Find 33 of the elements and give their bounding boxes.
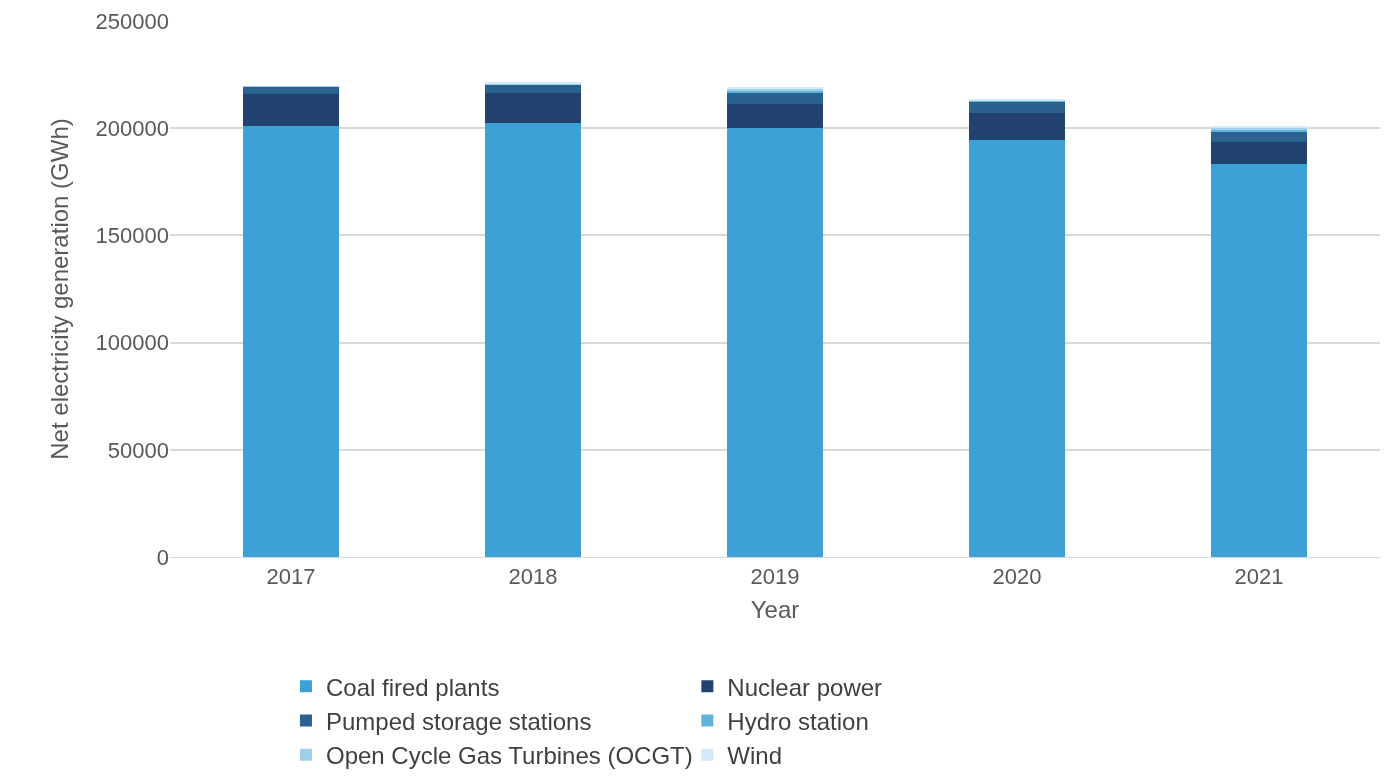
bar — [968, 112, 1066, 141]
y-tick-label: 150000 — [95, 223, 169, 249]
x-tick-label: 2021 — [1234, 564, 1284, 590]
bar — [726, 93, 824, 104]
bar — [968, 140, 1066, 557]
legend-label: Pumped storage stations — [325, 707, 592, 735]
legend-label: Wind — [727, 742, 783, 770]
legend-label: Open Cycle Gas Turbines (OCGT) — [325, 742, 693, 770]
legend-label: Hydro station — [727, 707, 869, 735]
x-tick-label: 2020 — [992, 564, 1042, 590]
y-tick-label: 0 — [156, 544, 169, 570]
bar — [484, 123, 582, 557]
bar — [484, 93, 582, 124]
x-axis-title: Year — [750, 595, 800, 623]
bar — [1210, 131, 1308, 142]
bar — [968, 101, 1066, 113]
y-axis-title: Net electricity generation (GWh) — [45, 118, 73, 460]
y-tick-label: 100000 — [95, 330, 169, 356]
bar — [242, 86, 340, 95]
x-tick-label: 2018 — [508, 564, 558, 590]
bar — [242, 94, 340, 127]
y-tick-label: 50000 — [107, 437, 169, 463]
y-tick-label: 250000 — [95, 8, 169, 34]
bar — [726, 103, 824, 128]
legend-label: Coal fired plants — [325, 673, 500, 701]
x-tick-label: 2017 — [266, 564, 316, 590]
bar — [1210, 163, 1308, 557]
bar — [726, 127, 824, 557]
bar — [242, 126, 340, 557]
legend-label: Nuclear power — [727, 673, 883, 701]
x-tick-label: 2019 — [750, 564, 800, 590]
y-tick-label: 200000 — [95, 115, 169, 141]
bar — [1210, 141, 1308, 164]
